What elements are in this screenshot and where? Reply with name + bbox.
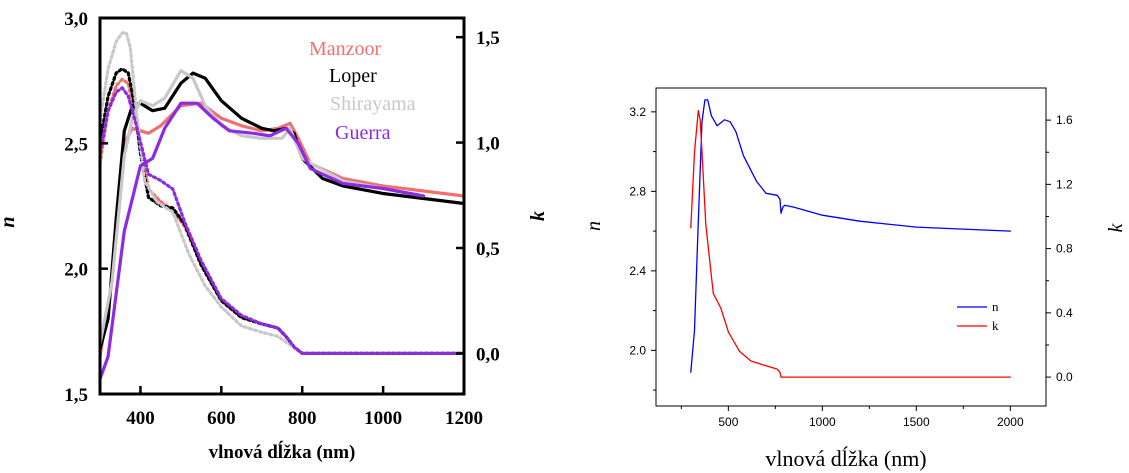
y-tick-label: 2.0 bbox=[629, 343, 646, 357]
series-line-manzoor-n bbox=[100, 101, 464, 358]
y-tick-label: 2.4 bbox=[629, 264, 646, 278]
right-x-ticks: 500 1000 1500 2000 bbox=[680, 406, 1024, 429]
x-tick-label: 600 bbox=[207, 408, 236, 429]
left-x-axis-label: vlnová dĺžka (nm) bbox=[209, 441, 356, 463]
y2-tick-label: 0.8 bbox=[1056, 242, 1073, 256]
right-plot-frame bbox=[655, 87, 1047, 407]
series-line-k-k bbox=[690, 109, 1011, 378]
right-series-group bbox=[690, 99, 1011, 378]
y2-tick-label: 0,0 bbox=[476, 344, 500, 365]
legend-label-k: k bbox=[992, 318, 999, 333]
right-y2-ticks: 0.0 0.4 0.8 1.2 1.6 bbox=[1046, 113, 1073, 384]
legend-label-loper: Loper bbox=[329, 65, 377, 87]
right-y2-axis-label: k bbox=[1105, 222, 1127, 232]
y2-tick-label: 1,0 bbox=[476, 134, 500, 155]
legend-label-manzoor: Manzoor bbox=[309, 38, 382, 60]
left-legend: Manzoor Loper Shirayama Guerra bbox=[309, 38, 416, 144]
left-plot-frame bbox=[98, 16, 466, 396]
series-line-guerra-k-dotted bbox=[100, 86, 464, 355]
x-tick-label: 800 bbox=[288, 408, 317, 429]
y-tick-label: 3.2 bbox=[629, 105, 646, 119]
series-line-manzoor-k-dotted bbox=[100, 77, 464, 355]
right-y-ticks: 2.0 2.4 2.8 3.2 bbox=[629, 105, 656, 391]
left-y2-axis-label: k bbox=[527, 211, 549, 221]
y-tick-label: 2,5 bbox=[64, 134, 88, 155]
left-chart: 400 600 800 1000 1200 1,5 2,0 2,5 3,0 0,0 0,5 1,0… bbox=[0, 9, 549, 463]
left-series-group bbox=[100, 31, 464, 381]
x-tick-label: 500 bbox=[718, 415, 738, 429]
y2-tick-label: 1.6 bbox=[1056, 113, 1073, 127]
left-y-ticks: 1,5 2,0 2,5 3,0 bbox=[64, 9, 108, 406]
legend-label-shirayama: Shirayama bbox=[330, 93, 416, 115]
right-chart: 500 1000 1500 2000 2.0 2.4 2.8 3.2 0.0 0.4 0.8 1.… bbox=[583, 87, 1127, 471]
y-tick-label: 3,0 bbox=[64, 9, 88, 30]
right-legend: n k bbox=[957, 299, 999, 333]
left-y-axis-label: n bbox=[0, 216, 19, 227]
right-y-axis-label: n bbox=[583, 221, 605, 231]
left-y2-ticks: 0,0 0,5 1,0 1,5 bbox=[456, 28, 500, 365]
x-tick-label: 1000 bbox=[809, 415, 836, 429]
y2-tick-label: 0,5 bbox=[476, 239, 500, 260]
x-tick-label: 2000 bbox=[997, 415, 1024, 429]
series-line-shirayama-n bbox=[100, 69, 426, 346]
series-line-guerra-n bbox=[100, 101, 426, 381]
y-tick-label: 2.8 bbox=[629, 184, 646, 198]
left-plot-area bbox=[98, 16, 466, 396]
x-tick-label: 1200 bbox=[445, 408, 483, 429]
x-tick-label: 1500 bbox=[903, 415, 930, 429]
x-tick-label: 1000 bbox=[364, 408, 402, 429]
legend-label-guerra: Guerra bbox=[335, 122, 391, 144]
y-tick-label: 2,0 bbox=[64, 260, 88, 281]
legend-label-n: n bbox=[992, 299, 999, 314]
series-line-loper-n bbox=[100, 71, 464, 351]
right-x-axis-label: vlnová dĺžka (nm) bbox=[765, 446, 926, 471]
y2-tick-label: 1,5 bbox=[476, 28, 500, 49]
right-plot-area bbox=[655, 87, 1047, 407]
y2-tick-label: 1.2 bbox=[1056, 177, 1073, 191]
y2-tick-label: 0.4 bbox=[1056, 306, 1073, 320]
left-x-ticks: 400 600 800 1000 1200 bbox=[126, 386, 483, 429]
y-tick-label: 1,5 bbox=[64, 385, 88, 406]
x-tick-label: 400 bbox=[126, 408, 155, 429]
y2-tick-label: 0.0 bbox=[1056, 370, 1073, 384]
series-line-n-n bbox=[690, 99, 1011, 373]
